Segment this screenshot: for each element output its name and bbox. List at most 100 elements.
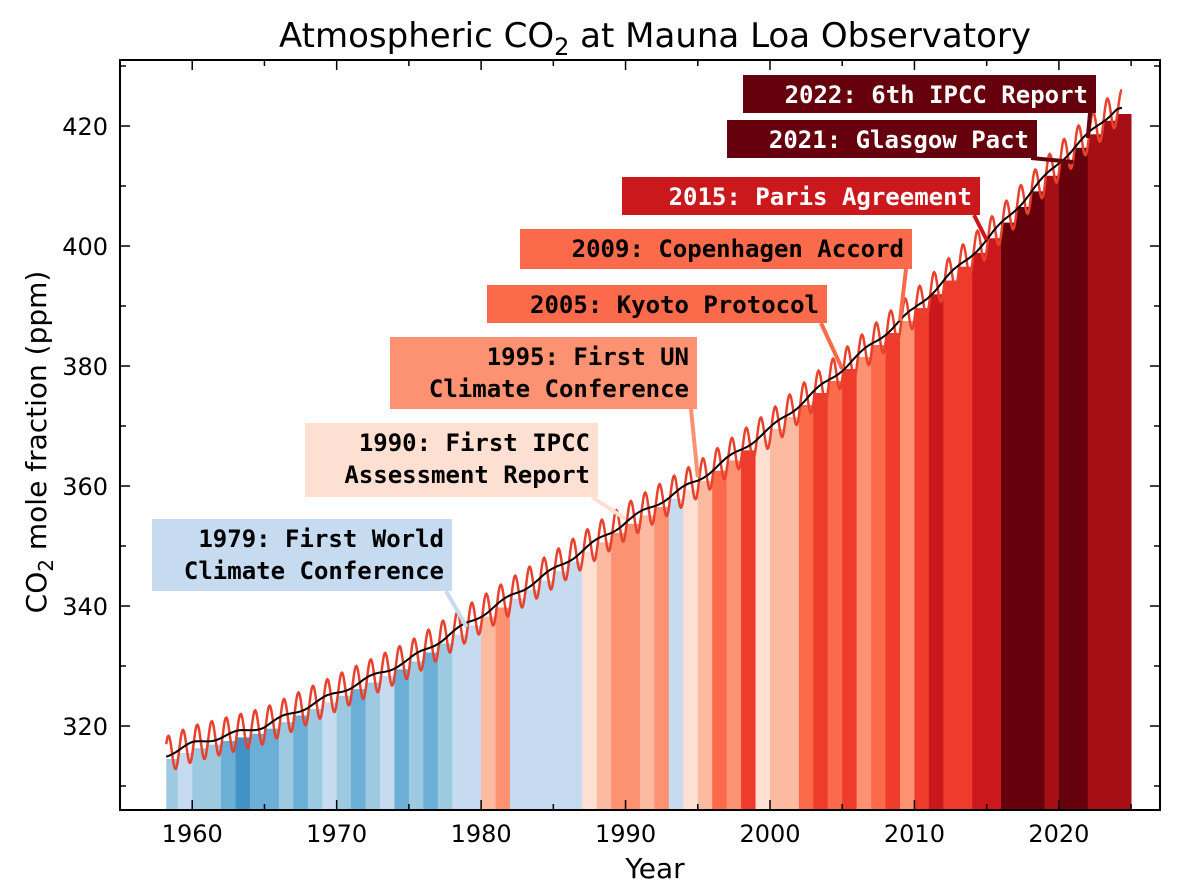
stripe-2006 [856, 357, 872, 810]
annotation-box [520, 229, 912, 269]
annotation-text: Climate Conference [429, 375, 689, 403]
annotation-leader [1085, 112, 1092, 139]
stripe-1984 [538, 580, 554, 810]
stripe-1977 [437, 643, 453, 810]
stripe-1975 [408, 661, 424, 810]
annotation-text: 2022: 6th IPCC Report [785, 81, 1088, 109]
stripe-1981 [495, 607, 511, 810]
stripe-1982 [510, 598, 525, 810]
stripe-2009 [900, 321, 915, 810]
stripe-1968 [307, 708, 323, 810]
stripe-1970 [336, 695, 352, 810]
stripe-2001 [784, 417, 800, 810]
stripe-1991 [640, 515, 655, 810]
annotation-2021: 2021: Glasgow Pact [727, 120, 1074, 164]
annotation-leader [819, 322, 845, 370]
plot-frame [119, 59, 1161, 811]
stripe-1985 [553, 571, 569, 810]
x-tick-label: 2010 [884, 820, 945, 848]
warming-stripes [166, 114, 1132, 811]
y-tick-label: 360 [62, 473, 108, 501]
stripe-1958 [166, 759, 179, 810]
y-axis: 320 340 360 380 400 420 [62, 65, 1160, 787]
annotation-leader [444, 590, 469, 628]
annotation-1979: 1979: First World Climate Conference [152, 519, 469, 628]
stripe-2004 [827, 381, 843, 810]
y-tick-label: 320 [62, 713, 108, 741]
stripe-2002 [798, 405, 814, 810]
annotation-1990: 1990: First IPCC Assessment Report [305, 423, 627, 521]
stripe-1959 [177, 753, 193, 810]
annotation-box [305, 423, 598, 497]
annotation-text: 2009: Copenhagen Accord [572, 235, 904, 263]
annotation-leader [590, 495, 627, 521]
stripe-1983 [524, 589, 540, 810]
x-tick-label: 1980 [451, 820, 512, 848]
annotation-box [622, 177, 980, 215]
y-tick-label: 340 [62, 593, 108, 621]
ylabel-subscript: 2 [34, 559, 58, 572]
stripe-2017 [1015, 207, 1031, 810]
annotations: 1979: First World Climate Conference 1990:… [152, 75, 1096, 628]
stripe-1994 [683, 490, 699, 810]
y-tick-label: 380 [62, 353, 108, 381]
stripe-1997 [726, 460, 742, 810]
stripe-1965 [264, 728, 280, 810]
stripe-1979 [466, 625, 482, 810]
stripe-1972 [365, 682, 381, 810]
y-tick-label: 420 [62, 113, 108, 141]
annotation-2015: 2015: Paris Agreement [622, 177, 989, 241]
annotation-text: 1995: First UN [487, 343, 689, 371]
stripe-2013 [957, 266, 973, 810]
stripe-2015 [986, 238, 1002, 810]
annotation-leader [972, 214, 989, 241]
annotation-box [390, 337, 697, 409]
title-suffix: at Mauna Loa Observatory [569, 16, 1031, 56]
annotation-2022: 2022: 6th IPCC Report [743, 75, 1096, 139]
annotation-2009: 2009: Copenhagen Accord [520, 229, 912, 322]
stripe-1986 [567, 561, 583, 810]
x-tick-label: 2020 [1028, 820, 1089, 848]
stripe-1996 [712, 470, 728, 810]
stripe-2011 [928, 294, 944, 810]
trend-line [165, 106, 1123, 758]
x-tick-label: 1960 [162, 820, 223, 848]
x-axis-label: Year [624, 852, 685, 885]
stripe-2012 [943, 280, 959, 810]
stripe-2019 [1044, 175, 1060, 811]
stripe-2005 [842, 369, 858, 810]
stripe-1990 [625, 523, 641, 810]
title-prefix: Atmospheric CO [279, 16, 554, 56]
stripe-2003 [813, 393, 829, 810]
annotation-leader [1030, 156, 1074, 164]
stripe-1973 [380, 675, 395, 810]
stripe-1995 [697, 480, 713, 810]
stripe-1974 [394, 669, 410, 810]
series-trend [165, 106, 1123, 758]
stripe-2000 [770, 429, 785, 810]
stripe-1993 [668, 498, 684, 810]
stripe-1989 [611, 532, 626, 810]
x-tick-label: 2000 [739, 820, 800, 848]
stripe-1987 [582, 552, 598, 810]
stripe-2016 [1001, 222, 1016, 811]
stripe-1980 [481, 616, 496, 810]
stripe-1976 [423, 652, 439, 810]
stripe-1978 [452, 634, 468, 810]
annotation-1995: 1995: First UN Climate Conference [390, 337, 700, 478]
y-axis-label: CO2 mole fraction (ppm) [20, 271, 58, 614]
ylabel-prefix: CO [20, 572, 53, 614]
stripe-1969 [322, 702, 338, 810]
annotation-box [727, 120, 1037, 158]
stripe-2008 [885, 333, 901, 810]
annotation-2005: 2005: Kyoto Protocol [487, 285, 845, 370]
stripe-1967 [293, 715, 309, 810]
stripe-1992 [654, 507, 670, 810]
x-axis: 1960 1970 1980 1990 2000 2010 2020 [119, 60, 1132, 848]
annotation-text: Climate Conference [184, 557, 444, 585]
monthly-mean-line [164, 88, 1123, 771]
stripe-1999 [755, 440, 771, 810]
stripe-2010 [914, 308, 930, 810]
stripe-1963 [235, 737, 251, 810]
